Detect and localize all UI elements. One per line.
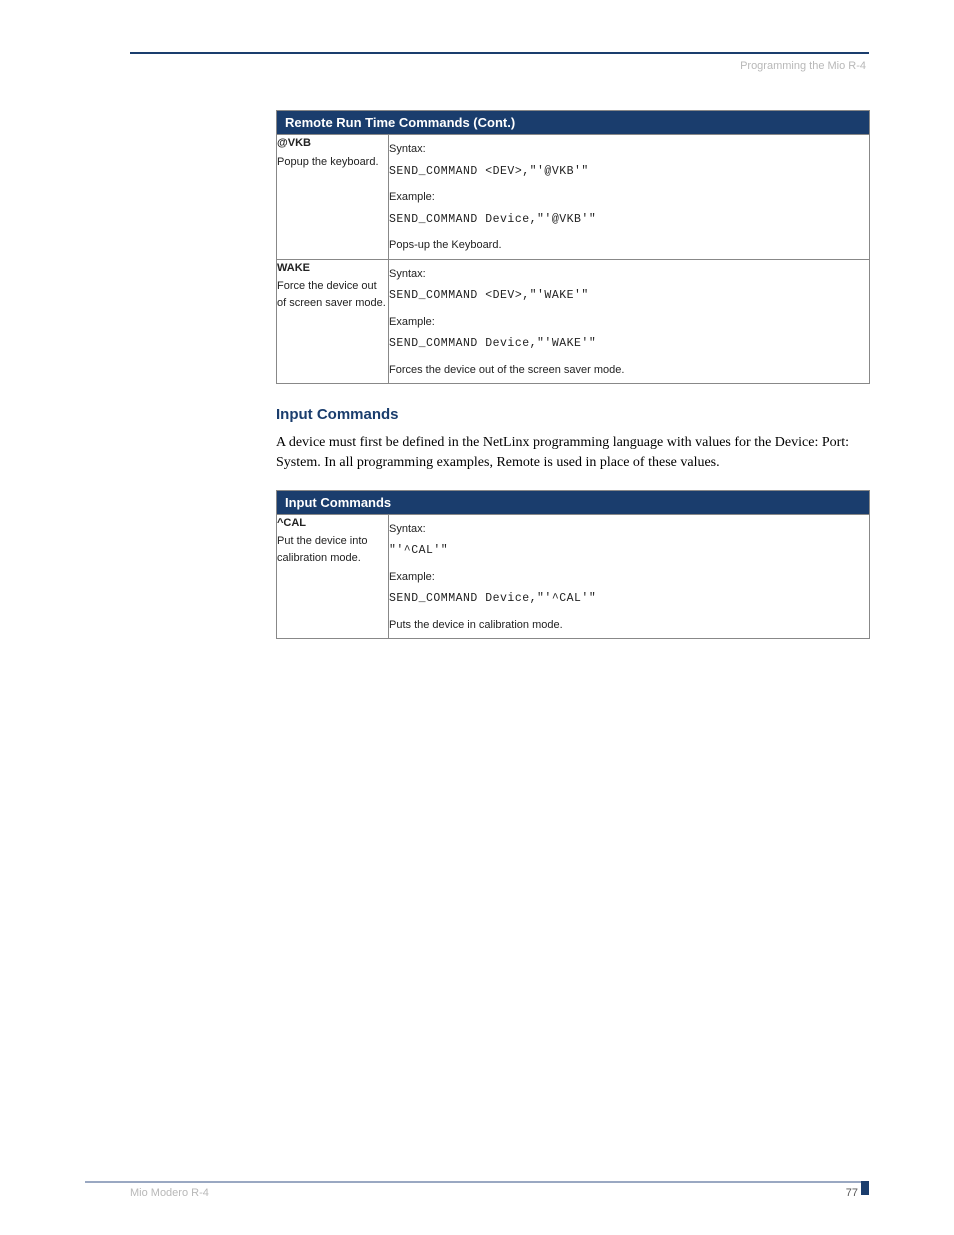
cmd-name: @VKB: [277, 135, 388, 152]
cmd-name: ^CAL: [277, 515, 388, 532]
footer-rule: [85, 1181, 869, 1183]
header-section-title: Programming the Mio R-4: [740, 60, 866, 72]
syntax-code: SEND_COMMAND <DEV>,"'WAKE'": [389, 287, 869, 305]
cmd-desc: Put the device into calibration mode.: [277, 533, 388, 566]
table-row: ^CAL Put the device into calibration mod…: [277, 514, 870, 639]
content-area: Remote Run Time Commands (Cont.) @VKB Po…: [276, 110, 870, 661]
table2-header: Input Commands: [277, 490, 870, 514]
runtime-commands-table: Remote Run Time Commands (Cont.) @VKB Po…: [276, 110, 870, 384]
example-label: Example:: [389, 569, 869, 587]
syntax-label: Syntax:: [389, 521, 869, 539]
header-rule: [130, 52, 869, 54]
syntax-label: Syntax:: [389, 266, 869, 284]
cmd-cell-right: Syntax: SEND_COMMAND <DEV>,"'@VKB'" Exam…: [389, 135, 870, 260]
cmd-cell-right: Syntax: SEND_COMMAND <DEV>,"'WAKE'" Exam…: [389, 259, 870, 384]
syntax-code: "'^CAL'": [389, 542, 869, 560]
example-desc: Forces the device out of the screen save…: [389, 362, 869, 380]
input-commands-table: Input Commands ^CAL Put the device into …: [276, 490, 870, 640]
footer-left: Mio Modero R-4: [130, 1187, 209, 1199]
cmd-desc: Force the device out of screen saver mod…: [277, 278, 388, 311]
table-row: @VKB Popup the keyboard. Syntax: SEND_CO…: [277, 135, 870, 260]
example-desc: Pops-up the Keyboard.: [389, 237, 869, 255]
syntax-label: Syntax:: [389, 141, 869, 159]
cmd-cell-left: @VKB Popup the keyboard.: [277, 135, 389, 260]
page: Programming the Mio R-4 Remote Run Time …: [0, 0, 954, 1235]
section-body: A device must first be defined in the Ne…: [276, 433, 870, 474]
table-row: WAKE Force the device out of screen save…: [277, 259, 870, 384]
footer-page-number: 77: [846, 1187, 858, 1199]
table1-header: Remote Run Time Commands (Cont.): [277, 111, 870, 135]
cmd-cell-left: WAKE Force the device out of screen save…: [277, 259, 389, 384]
example-label: Example:: [389, 189, 869, 207]
cmd-cell-right: Syntax: "'^CAL'" Example: SEND_COMMAND D…: [389, 514, 870, 639]
example-desc: Puts the device in calibration mode.: [389, 617, 869, 635]
syntax-code: SEND_COMMAND <DEV>,"'@VKB'": [389, 163, 869, 181]
cmd-desc: Popup the keyboard.: [277, 154, 388, 171]
cmd-name: WAKE: [277, 260, 388, 277]
example-code: SEND_COMMAND Device,"'^CAL'": [389, 590, 869, 608]
example-code: SEND_COMMAND Device,"'@VKB'": [389, 211, 869, 229]
example-label: Example:: [389, 314, 869, 332]
example-code: SEND_COMMAND Device,"'WAKE'": [389, 335, 869, 353]
cmd-cell-left: ^CAL Put the device into calibration mod…: [277, 514, 389, 639]
section-heading: Input Commands: [276, 406, 870, 423]
